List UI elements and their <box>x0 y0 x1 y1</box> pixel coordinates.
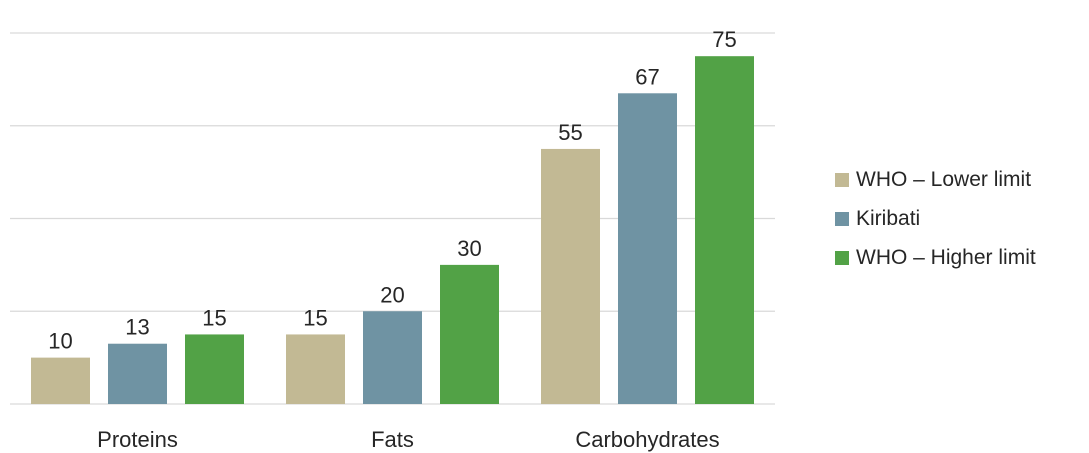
legend-swatch-2 <box>835 251 849 265</box>
data-label-carbohydrates-series-1: 67 <box>635 64 659 89</box>
bar-proteins-series-1 <box>108 343 167 404</box>
category-labels: Proteins Fats Carbohydrates <box>97 427 720 452</box>
legend-swatch-0 <box>835 173 849 187</box>
bar-carbohydrates-series-2 <box>695 56 754 404</box>
legend-label-1: Kiribati <box>856 207 921 230</box>
legend-swatch-1 <box>835 212 849 226</box>
legend: WHO – Lower limit Kiribati WHO – Higher li… <box>835 168 1036 287</box>
data-label-carbohydrates-series-2: 75 <box>712 27 736 52</box>
bar-proteins-series-0 <box>31 357 90 404</box>
data-label-proteins-series-0: 10 <box>48 329 72 354</box>
value-labels: 10 13 15 15 20 30 55 67 75 <box>48 27 736 353</box>
bar-fats-series-0 <box>286 334 345 404</box>
category-label-proteins: Proteins <box>97 427 178 452</box>
category-label-carbohydrates: Carbohydrates <box>575 427 719 452</box>
bar-fats-series-1 <box>363 311 422 404</box>
data-label-fats-series-2: 30 <box>457 236 481 261</box>
data-label-fats-series-0: 15 <box>303 305 327 330</box>
bar-fats-series-2 <box>440 264 499 404</box>
category-label-fats: Fats <box>371 427 414 452</box>
legend-item-1: Kiribati <box>835 207 1036 230</box>
data-label-proteins-series-2: 15 <box>202 305 226 330</box>
data-label-carbohydrates-series-0: 55 <box>558 120 582 145</box>
bar-proteins-series-2 <box>185 334 244 404</box>
legend-item-0: WHO – Lower limit <box>835 168 1036 191</box>
data-label-proteins-series-1: 13 <box>125 315 149 340</box>
bar-carbohydrates-series-0 <box>541 148 600 404</box>
bar-carbohydrates-series-1 <box>618 93 677 404</box>
data-label-fats-series-1: 20 <box>380 282 404 307</box>
legend-item-2: WHO – Higher limit <box>835 246 1036 269</box>
legend-label-0: WHO – Lower limit <box>856 168 1032 191</box>
bars <box>31 56 754 404</box>
legend-label-2: WHO – Higher limit <box>856 246 1036 269</box>
